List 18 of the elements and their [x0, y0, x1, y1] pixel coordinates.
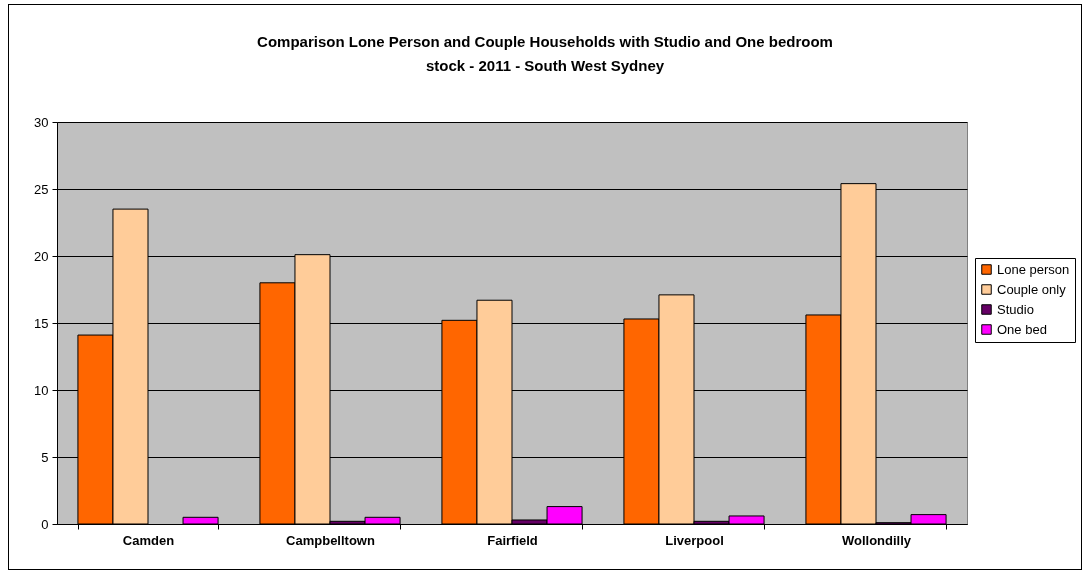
legend-label: Studio [997, 301, 1034, 317]
x-tick-label: Wollondilly [841, 532, 912, 548]
legend-label: Lone person [997, 261, 1070, 277]
y-tick-label: 0 [41, 516, 49, 532]
y-tick-label: 20 [34, 248, 49, 264]
y-tick-label: 25 [34, 181, 49, 197]
y-tick-label: 30 [34, 114, 49, 130]
text: Comparison Lone Person and Couple Households with Studio and One bedroom [257, 33, 833, 50]
y-tick-label: 10 [34, 382, 49, 398]
x-tick-label: Fairfield [487, 532, 538, 548]
legend-label: One bed [997, 321, 1047, 337]
x-tick-label: Liverpool [665, 532, 724, 548]
x-tick-label: Camden [122, 532, 175, 548]
text: stock - 2011 - South West Sydney [425, 57, 665, 74]
legend-label: Couple only [997, 281, 1067, 297]
y-tick-label: 15 [34, 315, 49, 331]
y-tick-label: 5 [41, 449, 49, 465]
x-tick-label: Campbelltown [286, 532, 375, 548]
